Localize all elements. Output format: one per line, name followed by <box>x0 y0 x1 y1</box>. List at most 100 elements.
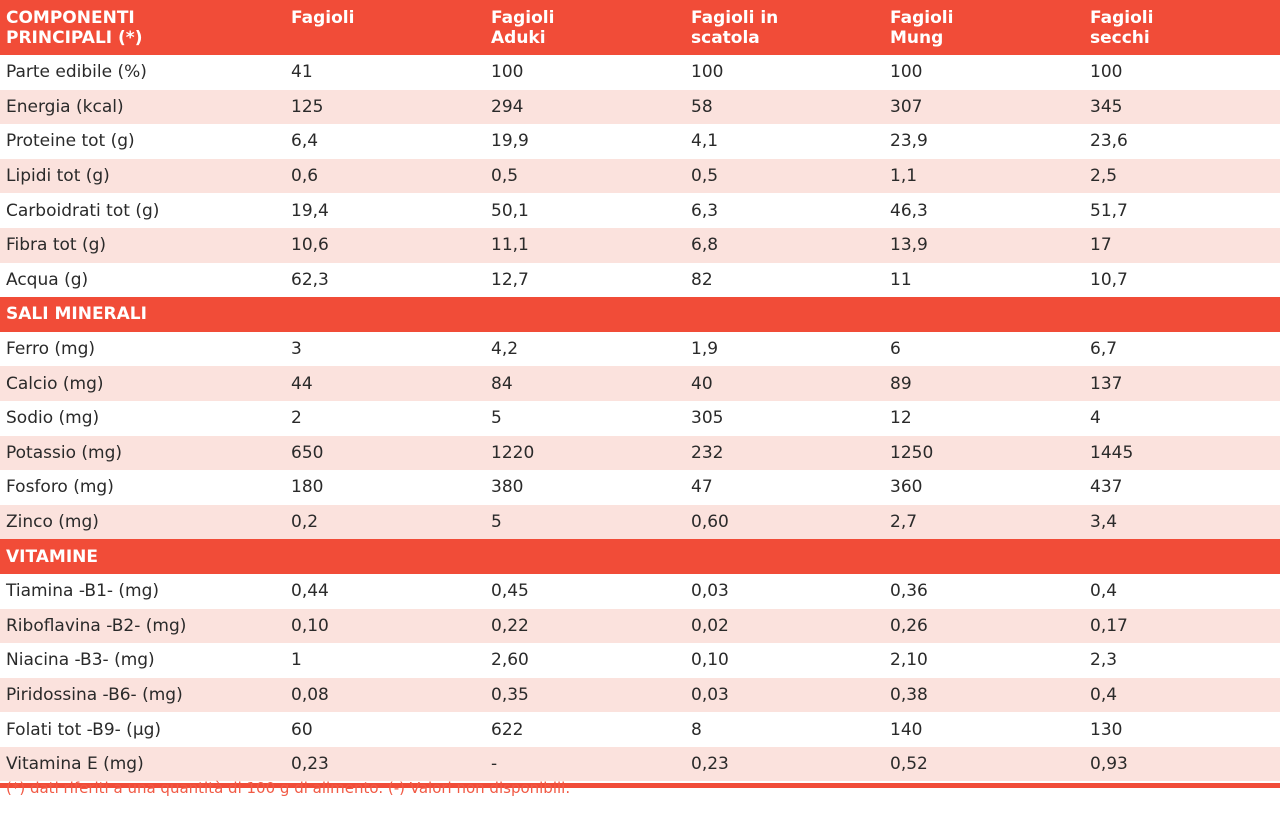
cell-value: 180 <box>291 477 324 498</box>
cell-value: 0,2 <box>291 512 319 533</box>
cell-value: 62,3 <box>291 269 329 290</box>
cell-value: 0,44 <box>291 581 329 602</box>
header-fagioli-mung: Fagioli Mung <box>890 8 954 48</box>
cell-value: 100 <box>491 62 524 83</box>
cell-value: 0,5 <box>691 166 719 187</box>
row-label: Fosforo (mg) <box>6 477 114 498</box>
table-row: Sodio (mg) 2 5 305 12 4 <box>0 401 1280 436</box>
cell-value: 82 <box>691 269 713 290</box>
table-header: COMPONENTI PRINCIPALI (*) Fagioli Fagiol… <box>0 0 1280 55</box>
table-row: Calcio (mg) 44 84 40 89 137 <box>0 366 1280 401</box>
table-row: Tiamina -B1- (mg) 0,44 0,45 0,03 0,36 0,4 <box>0 574 1280 609</box>
cell-value: 1220 <box>491 442 535 463</box>
table-row: Riboflavina -B2- (mg) 0,10 0,22 0,02 0,26 0,1… <box>0 608 1280 644</box>
cell-value: 6,3 <box>691 200 719 221</box>
cell-value: 4 <box>1090 408 1101 429</box>
header-fagioli-secchi: Fagioli secchi <box>1090 8 1154 48</box>
cell-value: 1250 <box>890 442 934 463</box>
cell-value: 125 <box>291 96 324 117</box>
table-row: Fibra tot (g) 10,6 11,1 6,8 13,9 17 <box>0 227 1280 263</box>
cell-value: 650 <box>291 442 324 463</box>
cell-value: 0,26 <box>890 615 928 636</box>
cell-value: 19,9 <box>491 131 529 152</box>
cell-value: 23,9 <box>890 131 928 152</box>
cell-value: 6,4 <box>291 131 319 152</box>
cell-value: 0,6 <box>291 166 319 187</box>
cell-value: 1,9 <box>691 339 719 360</box>
cell-value: 305 <box>691 408 724 429</box>
cell-value: 2 <box>291 408 302 429</box>
nutrition-table: COMPONENTI PRINCIPALI (*) Fagioli Fagiol… <box>0 0 1280 789</box>
cell-value: 44 <box>291 373 313 394</box>
cell-value: 345 <box>1090 96 1123 117</box>
cell-value: 12 <box>890 408 912 429</box>
table-row: Potassio (mg) 650 1220 232 1250 1445 <box>0 435 1280 471</box>
cell-value: 1,1 <box>890 166 918 187</box>
minerals-group: Ferro (mg) 3 4,2 1,9 6 6,7 Calcio (mg) 44 84 40 89… <box>0 332 1280 540</box>
table-row: Lipidi tot (g) 0,6 0,5 0,5 1,1 2,5 <box>0 158 1280 194</box>
cell-value: 5 <box>491 408 502 429</box>
cell-value: 0,03 <box>691 581 729 602</box>
header-fagioli-aduki: Fagioli Aduki <box>491 8 555 48</box>
cell-value: 51,7 <box>1090 200 1128 221</box>
table-row: Vitamina E (mg) 0,23 - 0,23 0,52 0,93 <box>0 746 1280 782</box>
cell-value: 23,6 <box>1090 131 1128 152</box>
cell-value: 11 <box>890 269 912 290</box>
section-vitamine: VITAMINE <box>0 539 1280 574</box>
cell-value: 0,4 <box>1090 581 1118 602</box>
cell-value: 0,93 <box>1090 754 1128 775</box>
header-fagioli: Fagioli <box>291 8 355 28</box>
cell-value: 232 <box>691 442 724 463</box>
cell-value: 360 <box>890 477 923 498</box>
row-label: Carboidrati tot (g) <box>6 200 160 221</box>
cell-value: 60 <box>291 719 313 740</box>
header-components: COMPONENTI PRINCIPALI (*) <box>6 8 143 48</box>
cell-value: 0,17 <box>1090 615 1128 636</box>
row-label: Riboflavina -B2- (mg) <box>6 615 187 636</box>
row-label: Potassio (mg) <box>6 442 122 463</box>
cell-value: 4,1 <box>691 131 719 152</box>
table-row: Parte edibile (%) 41 100 100 100 100 <box>0 55 1280 90</box>
cell-value: 47 <box>691 477 713 498</box>
cell-value: 3,4 <box>1090 512 1118 533</box>
cell-value: 8 <box>691 719 702 740</box>
cell-value: 0,23 <box>691 754 729 775</box>
cell-value: 11,1 <box>491 235 529 256</box>
cell-value: 0,03 <box>691 684 729 705</box>
cell-value: 0,60 <box>691 512 729 533</box>
row-label: Sodio (mg) <box>6 408 100 429</box>
cell-value: 46,3 <box>890 200 928 221</box>
cell-value: 1445 <box>1090 442 1134 463</box>
table-row: Piridossina -B6- (mg) 0,08 0,35 0,03 0,38 0,4 <box>0 677 1280 713</box>
row-label: Proteine tot (g) <box>6 131 135 152</box>
row-label: Niacina -B3- (mg) <box>6 650 155 671</box>
cell-value: 2,60 <box>491 650 529 671</box>
row-label: Zinco (mg) <box>6 512 99 533</box>
cell-value: 0,08 <box>291 684 329 705</box>
cell-value: 10,7 <box>1090 269 1128 290</box>
cell-value: 100 <box>890 62 923 83</box>
cell-value: 100 <box>1090 62 1123 83</box>
cell-value: 2,7 <box>890 512 918 533</box>
cell-value: 40 <box>691 373 713 394</box>
cell-value: 2,5 <box>1090 166 1118 187</box>
cell-value: 19,4 <box>291 200 329 221</box>
row-label: Energia (kcal) <box>6 96 124 117</box>
row-label: Piridossina -B6- (mg) <box>6 684 183 705</box>
cell-value: 41 <box>291 62 313 83</box>
cell-value: 84 <box>491 373 513 394</box>
cell-value: 0,5 <box>491 166 519 187</box>
cell-value: 2,10 <box>890 650 928 671</box>
row-label: Ferro (mg) <box>6 339 96 360</box>
cell-value: 0,38 <box>890 684 928 705</box>
cell-value: 58 <box>691 96 713 117</box>
cell-value: 0,10 <box>691 650 729 671</box>
cell-value: 137 <box>1090 373 1123 394</box>
table-row: Zinco (mg) 0,2 5 0,60 2,7 3,4 <box>0 504 1280 540</box>
cell-value: 6,8 <box>691 235 719 256</box>
cell-value: 3 <box>291 339 302 360</box>
row-label: Vitamina E (mg) <box>6 754 144 775</box>
cell-value: 17 <box>1090 235 1112 256</box>
cell-value: 4,2 <box>491 339 519 360</box>
table-row: Energia (kcal) 125 294 58 307 345 <box>0 89 1280 125</box>
